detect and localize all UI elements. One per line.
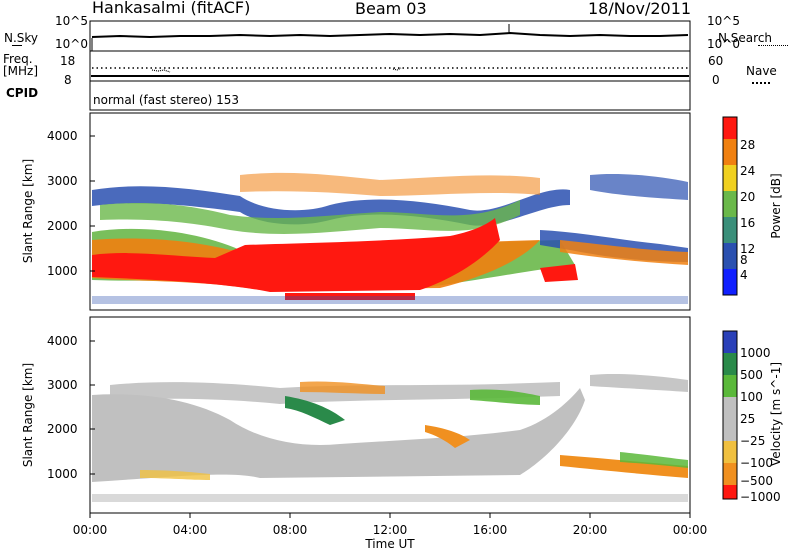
noise-sky-line — [91, 31, 689, 39]
power-echo-right-orange — [560, 240, 688, 265]
power-ylabel: Slant Range [km] — [21, 159, 35, 263]
velocity-echo-orange-2 — [300, 381, 385, 394]
velocity-cb-minus25: −25 — [740, 434, 765, 448]
time-tick-0: 00:00 — [73, 523, 108, 537]
nave-legend-line — [752, 82, 770, 84]
power-yaxis: 1000 2000 3000 4000 Slant Range [km] — [21, 129, 95, 278]
velocity-echo-right-orange — [560, 455, 688, 478]
freq-label-line1: Freq. — [3, 52, 33, 66]
power-ytick-1000: 1000 — [47, 264, 78, 278]
velocity-echo-right-grey — [590, 373, 688, 392]
power-cb-label: Power [dB] — [769, 173, 783, 238]
velocity-colorbar: 1000 500 100 25 −25 −100 −500 −1000 Velo… — [722, 330, 783, 504]
velocity-cb-minus1000: −1000 — [740, 490, 781, 504]
freq-glitch-1 — [151, 69, 171, 73]
velocity-cb-1000: 1000 — [740, 346, 771, 360]
power-echo-rightupper — [590, 173, 688, 200]
time-tick-5: 20:00 — [573, 523, 608, 537]
velocity-ytick-1000: 1000 — [47, 467, 78, 481]
power-echo-main-red — [92, 218, 500, 292]
freq-label-line2: [MHz] — [3, 64, 39, 78]
velocity-cb-25: 25 — [740, 412, 755, 426]
velocity-cb-100: 100 — [740, 390, 763, 404]
velocity-echo-right-green — [620, 452, 688, 468]
velocity-ylabel: Slant Range [km] — [21, 363, 35, 467]
power-cb-12: 12 — [740, 242, 755, 256]
velocity-echo-grey-main — [92, 388, 585, 482]
freq-panel: 18 8 60 0 — [60, 50, 723, 87]
velocity-yaxis: 1000 2000 3000 4000 Slant Range [km] — [21, 334, 95, 481]
power-echo-top — [240, 172, 540, 196]
time-axis-label: Time UT — [364, 537, 415, 551]
noise-sky-label: N.Sky — [4, 31, 39, 45]
power-cb-16: 16 — [740, 216, 755, 230]
time-tick-6: 00:00 — [673, 523, 708, 537]
cpid-label: CPID — [6, 86, 39, 100]
power-cb-28: 28 — [740, 138, 755, 152]
noise-right-tick-bottom: 10^0 — [707, 37, 740, 51]
freq-left-tick-bottom: 8 — [64, 73, 72, 87]
velocity-cb-minus100: −100 — [740, 456, 773, 470]
velocity-cb-minus500: −500 — [740, 474, 773, 488]
velocity-echo-orange-1 — [425, 425, 470, 448]
velocity-ytick-3000: 3000 — [47, 378, 78, 392]
freq-glitch-2 — [392, 67, 402, 71]
velocity-cb-label: Velocity [m s^-1] — [769, 362, 783, 466]
power-noise-strip — [92, 296, 688, 304]
time-tick-3: 12:00 — [373, 523, 408, 537]
date-label: 18/Nov/2011 — [588, 0, 692, 18]
velocity-ytick-2000: 2000 — [47, 422, 78, 436]
velocity-panel — [89, 316, 691, 514]
power-echo-spot — [540, 264, 578, 282]
power-ytick-2000: 2000 — [47, 219, 78, 233]
noise-left-tick-top: 10^5 — [55, 14, 88, 28]
freq-right-tick-bottom: 0 — [712, 73, 720, 87]
velocity-echo-left-yellow — [140, 470, 210, 480]
velocity-echo-grey-upper — [110, 382, 560, 404]
velocity-echo-green-1 — [285, 396, 345, 425]
noise-left-tick-bottom: 10^0 — [55, 37, 88, 51]
time-tick-1: 04:00 — [173, 523, 208, 537]
power-cb-4: 4 — [740, 268, 748, 282]
velocity-echo-green-2 — [470, 389, 540, 405]
noise-panel: 10^5 10^0 10^5 10^0 — [55, 14, 740, 52]
velocity-ytick-4000: 4000 — [47, 334, 78, 348]
noise-search-label: N.Search — [718, 31, 773, 45]
nave-label: Nave — [746, 64, 777, 78]
power-cb-8: 8 — [740, 253, 748, 267]
power-echo-low-red — [285, 293, 415, 300]
plot-title: Hankasalmi (fitACF) — [92, 0, 251, 17]
freq-left-tick-top: 18 — [60, 54, 75, 68]
cpid-text: normal (fast stereo) 153 — [93, 93, 240, 107]
power-ytick-3000: 3000 — [47, 174, 78, 188]
velocity-cb-500: 500 — [740, 368, 763, 382]
freq-right-tick-top: 60 — [708, 54, 723, 68]
noise-sky-legend-line — [12, 45, 22, 46]
power-echo-band-upper-green — [100, 200, 520, 234]
power-panel — [89, 112, 691, 311]
power-colorbar: 28 24 20 16 12 8 4 Power [dB] — [722, 116, 783, 296]
cpid-panel — [89, 80, 691, 111]
time-axis: 00:00 04:00 08:00 12:00 16:00 20:00 00:0… — [73, 513, 708, 551]
time-tick-2: 08:00 — [273, 523, 308, 537]
power-cb-24: 24 — [740, 164, 755, 178]
velocity-echo-low-grey — [92, 494, 688, 502]
noise-right-tick-top: 10^5 — [707, 14, 740, 28]
time-tick-4: 16:00 — [473, 523, 508, 537]
power-cb-20: 20 — [740, 190, 755, 204]
beam-label: Beam 03 — [355, 0, 427, 18]
noise-search-legend-line — [758, 45, 788, 46]
power-ytick-4000: 4000 — [47, 129, 78, 143]
